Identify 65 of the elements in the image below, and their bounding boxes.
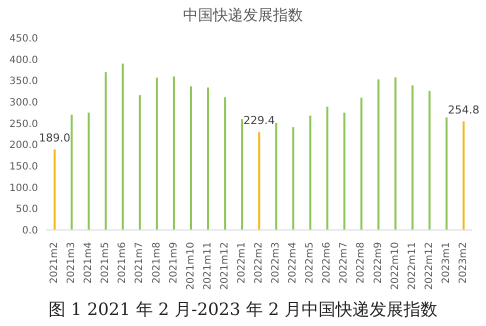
- x-tick-label: 2022m12: [424, 242, 435, 290]
- x-tick-label: 2022m8: [356, 242, 367, 284]
- x-tick-label: 2021m9: [168, 242, 180, 284]
- y-tick-label: 150.0: [9, 162, 38, 173]
- bar: [156, 78, 158, 230]
- bar: [190, 86, 192, 230]
- x-tick-label: 2022m2: [254, 242, 264, 284]
- bar: [326, 106, 328, 230]
- y-tick-label: 200.0: [9, 140, 38, 152]
- bar: [122, 64, 124, 230]
- x-tick-label: 2021m6: [117, 242, 128, 284]
- bar: [343, 112, 346, 230]
- bar: [70, 114, 73, 230]
- y-tick-label: 100.0: [9, 182, 38, 194]
- bar: [309, 116, 312, 230]
- x-tick-label: 2023m2: [458, 242, 469, 284]
- bar: [462, 121, 465, 230]
- x-tick-label: 2021m5: [100, 242, 112, 284]
- bar: [412, 85, 414, 230]
- x-tick-label: 2022m3: [270, 242, 282, 284]
- data-label: 254.8: [448, 103, 480, 116]
- x-tick-label: 2022m1: [236, 242, 248, 284]
- bar: [207, 87, 210, 230]
- bar: [446, 117, 448, 230]
- x-tick-label: 2021m3: [66, 242, 78, 284]
- bar: [88, 112, 90, 230]
- x-tick-label: 2021m12: [219, 242, 230, 290]
- x-tick-label: 2021m2: [49, 242, 60, 284]
- x-tick-label: 2022m7: [338, 242, 350, 284]
- y-tick-label: 0.0: [22, 226, 38, 237]
- bar: [360, 98, 362, 230]
- x-tick-label: 2021m10: [185, 242, 196, 290]
- y-tick-label: 400.0: [9, 54, 38, 66]
- bar: [224, 97, 226, 230]
- x-tick-label: 2022m4: [288, 242, 299, 284]
- x-tick-label: 2022m6: [322, 242, 333, 284]
- data-label: 189.0: [38, 131, 70, 144]
- x-tick-label: 2022m5: [304, 242, 316, 284]
- y-tick-label: 250.0: [9, 118, 38, 130]
- x-tick-label: 2022m10: [390, 242, 401, 290]
- bar: [138, 95, 141, 230]
- bar: [428, 90, 431, 230]
- x-tick-label: 2022m9: [372, 242, 384, 284]
- caption: 图 1 2021 年 2 月-2023 年 2 月中国快递发展指数: [48, 299, 438, 321]
- x-tick-label: 2022m11: [406, 242, 418, 290]
- bar: [104, 72, 107, 230]
- x-tick-label: 2021m7: [134, 242, 146, 284]
- x-tick-label: 2021m8: [151, 242, 162, 284]
- bar: [258, 132, 260, 230]
- bar: [54, 149, 56, 230]
- x-tick-label: 2023m1: [440, 242, 452, 284]
- data-label: 229.4: [243, 114, 275, 128]
- y-tick-label: 50.0: [16, 204, 38, 216]
- y-tick-label: 450.0: [9, 34, 38, 45]
- x-tick-label: 2021m11: [202, 242, 214, 290]
- y-tick-label: 350.0: [9, 76, 38, 88]
- chart-title: 中国快递发展指数: [182, 5, 304, 26]
- x-tick-label: 2021m4: [83, 242, 94, 284]
- bar: [172, 76, 175, 230]
- bar: [241, 119, 244, 230]
- bar: [275, 122, 278, 230]
- bar: [292, 127, 294, 230]
- y-tick-label: 300.0: [9, 98, 38, 109]
- bar: [394, 77, 396, 230]
- bar: [377, 79, 380, 230]
